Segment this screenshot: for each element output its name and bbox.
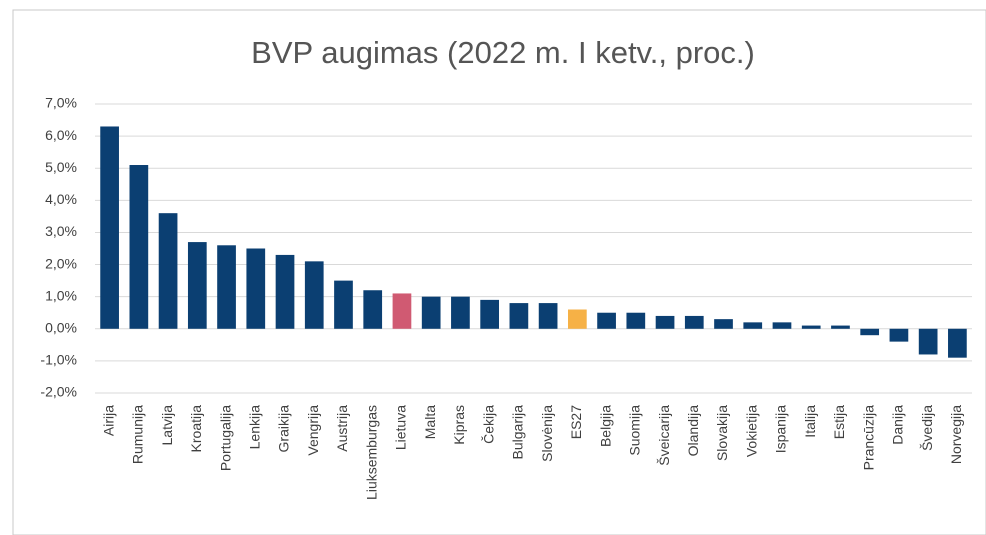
bar [831,325,850,329]
y-tick-label: -2,0% [40,384,77,400]
x-tick-label: Olandija [685,405,701,457]
x-tick-label: Rumunija [130,405,146,464]
y-tick-label: 2,0% [45,255,77,271]
y-tick-label: 0,0% [45,319,77,335]
x-tick-label: Portugalija [217,405,233,471]
x-tick-label: Graikija [276,405,292,453]
bar [948,328,967,358]
x-tick-label: Vokietija [743,405,759,457]
bar [480,299,500,329]
x-tick-label: Vengrija [305,405,321,456]
x-tick-label: Kroatija [188,405,204,453]
y-tick-label: 5,0% [45,159,77,175]
bar [772,322,792,329]
bar [860,328,880,336]
x-tick-label: Prancūzija [860,405,876,471]
bar [334,280,353,329]
bar [363,290,383,329]
x-tick-label: Norvegija [948,405,964,464]
bar [626,312,646,329]
x-tick-label: Kipras [451,405,467,445]
bar [655,315,675,329]
bar [392,293,412,329]
bar [451,296,470,329]
x-tick-label: Slovakija [714,405,730,461]
chart-title: BVP augimas (2022 m. I ketv., proc.) [251,35,755,70]
x-tick-label: Liuksemburgas [363,405,379,500]
bar [538,303,558,329]
bar [597,312,616,329]
bar [246,248,266,329]
x-tick-label: Čekija [480,405,496,444]
x-tick-label: Lietuva [393,405,409,450]
y-tick-label: 3,0% [45,223,77,239]
x-tick-label: Latvija [159,405,175,446]
bar [743,322,763,329]
x-tick-label: Ispanija [773,405,789,453]
bar [217,245,236,329]
y-tick-label: 6,0% [45,127,77,143]
bar [567,309,587,329]
x-tick-label: ES27 [568,405,584,439]
bar [100,126,119,329]
x-tick-label: Švedija [919,405,935,451]
bar [158,213,178,329]
bar [129,165,149,329]
x-tick-label: Austrija [334,405,350,452]
bar [684,315,704,329]
x-tick-label: Estija [831,405,847,439]
bar [187,242,207,329]
y-tick-label: 7,0% [45,95,77,111]
bar [801,325,821,329]
x-tick-label: Danija [890,405,906,445]
bar [275,254,295,329]
x-tick-label: Slovėnija [539,405,555,462]
x-tick-label: Suomija [627,405,643,456]
bar [304,261,324,329]
x-tick-label: Bulgarija [510,405,526,460]
bar [714,319,733,329]
y-tick-label: -1,0% [40,352,77,368]
y-tick-label: 4,0% [45,191,77,207]
x-tick-label: Šveicarija [656,405,672,466]
x-tick-label: Malta [422,405,438,439]
bar [421,296,441,329]
x-tick-label: Belgija [597,405,613,447]
y-tick-label: 1,0% [45,287,77,303]
bar [918,328,938,355]
x-tick-label: Lenkija [246,405,262,450]
x-tick-label: Airija [100,405,116,436]
bar [889,328,909,342]
x-tick-label: Italija [802,405,818,438]
bar [509,303,529,329]
